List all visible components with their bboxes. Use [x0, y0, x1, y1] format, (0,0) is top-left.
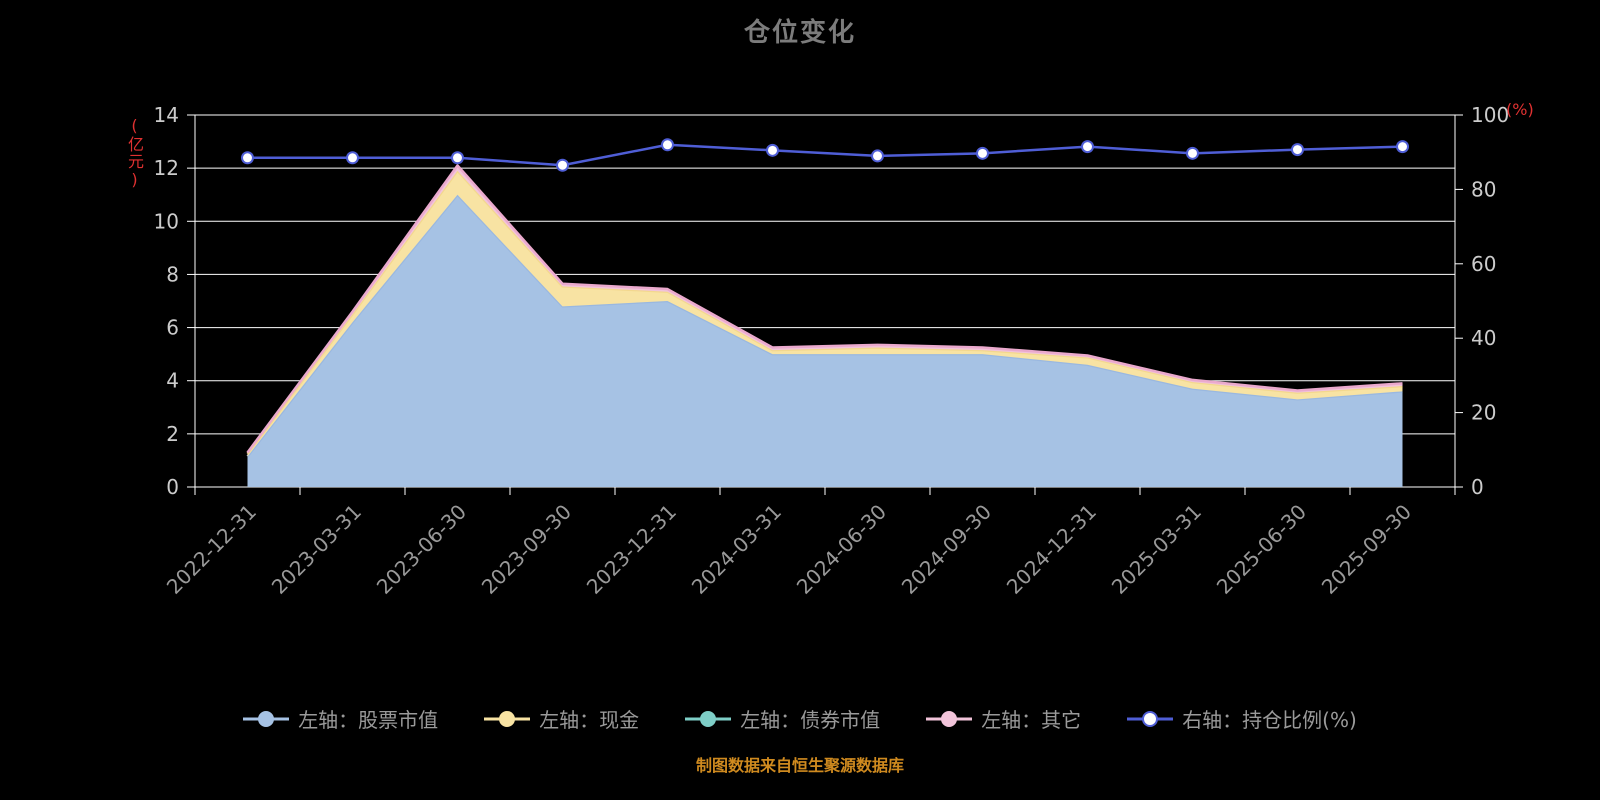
ratio-line-marker: [241, 151, 254, 165]
legend-item-2[interactable]: 左轴：债券市值: [685, 704, 880, 733]
x-axis-label: 2025-03-31: [1107, 500, 1206, 599]
legend-item-1[interactable]: 左轴：现金: [484, 704, 639, 733]
legend-item-4[interactable]: 右轴：持仓比例(%): [1127, 704, 1357, 733]
x-axis-label: 2024-12-31: [1002, 500, 1101, 599]
legend-label: 左轴：债券市值: [740, 708, 881, 732]
right-axis-tick-label: 0: [1471, 475, 1484, 499]
ratio-line: [247, 143, 1403, 167]
legend-label: 左轴：股票市值: [298, 708, 439, 732]
right-axis-tick-label: 80: [1471, 177, 1496, 201]
legend-marker-icon: [685, 710, 732, 727]
right-axis-tick-label: 100: [1471, 103, 1509, 127]
x-axis-label: 2025-06-30: [1212, 500, 1311, 599]
right-axis-tick-label: 20: [1471, 401, 1496, 425]
x-axis-label: 2024-09-30: [897, 500, 996, 599]
legend-item-3[interactable]: 左轴：其它: [926, 704, 1081, 733]
ratio-line-marker: [1396, 140, 1409, 154]
ratio-line-marker: [556, 158, 569, 172]
left-axis-tick-label: 6: [166, 316, 179, 340]
x-axis-label: 2024-06-30: [792, 500, 891, 599]
legend-item-0[interactable]: 左轴：股票市值: [243, 704, 438, 733]
area-top-line-3: [246, 164, 1403, 454]
ratio-line-marker: [1081, 140, 1094, 154]
chart-title: 仓位变化: [743, 18, 856, 48]
ratio-line-marker: [1291, 143, 1304, 157]
legend-label: 左轴：现金: [539, 708, 640, 732]
legend-label: 右轴：持仓比例(%): [1182, 708, 1357, 732]
x-axis-label: 2023-06-30: [372, 500, 471, 599]
left-axis-tick-label: 12: [154, 156, 179, 180]
left-axis-tick-label: 14: [154, 103, 179, 127]
data-source-note: 制图数据来自恒生聚源数据库: [695, 756, 904, 775]
legend-marker-icon: [1127, 710, 1174, 727]
x-axis-label: 2023-09-30: [477, 500, 576, 599]
x-axis-label: 2022-12-31: [162, 500, 261, 599]
ratio-line-marker: [661, 138, 674, 152]
chart-legend: 左轴：股票市值 左轴：现金 左轴：债券市值 左轴：其它 右轴：持仓比例(%): [0, 704, 1600, 733]
left-axis-tick-label: 4: [166, 369, 179, 393]
right-axis-tick-label: 40: [1471, 326, 1496, 350]
ratio-line-marker: [871, 149, 884, 163]
legend-marker-icon: [243, 710, 290, 727]
left-axis-tick-label: 2: [166, 422, 179, 446]
area-series-0: [247, 194, 1403, 487]
left-axis-tick-label: 0: [166, 475, 179, 499]
left-axis-tick-label: 8: [166, 262, 179, 286]
right-axis-tick-label: 60: [1471, 252, 1496, 276]
x-axis-label: 2024-03-31: [687, 500, 786, 599]
right-axis-unit-label: (%): [1506, 100, 1534, 119]
legend-marker-icon: [926, 710, 973, 727]
x-axis-label: 2023-12-31: [582, 500, 681, 599]
legend-marker-icon: [484, 710, 531, 727]
ratio-line-marker: [346, 151, 359, 165]
ratio-line-marker: [766, 143, 779, 157]
left-axis-tick-label: 10: [154, 209, 179, 233]
legend-label: 左轴：其它: [981, 708, 1082, 732]
left-axis-unit-label: (亿元): [125, 116, 144, 190]
ratio-line-marker: [451, 151, 464, 165]
x-axis-label: 2025-09-30: [1317, 500, 1416, 599]
ratio-line-marker: [1186, 146, 1199, 160]
x-axis-label: 2023-03-31: [267, 500, 366, 599]
ratio-line-marker: [976, 146, 989, 160]
